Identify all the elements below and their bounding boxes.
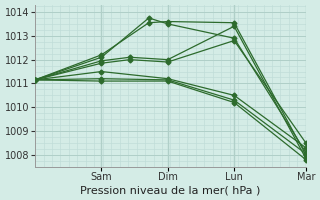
X-axis label: Pression niveau de la mer( hPa ): Pression niveau de la mer( hPa )	[80, 185, 261, 195]
